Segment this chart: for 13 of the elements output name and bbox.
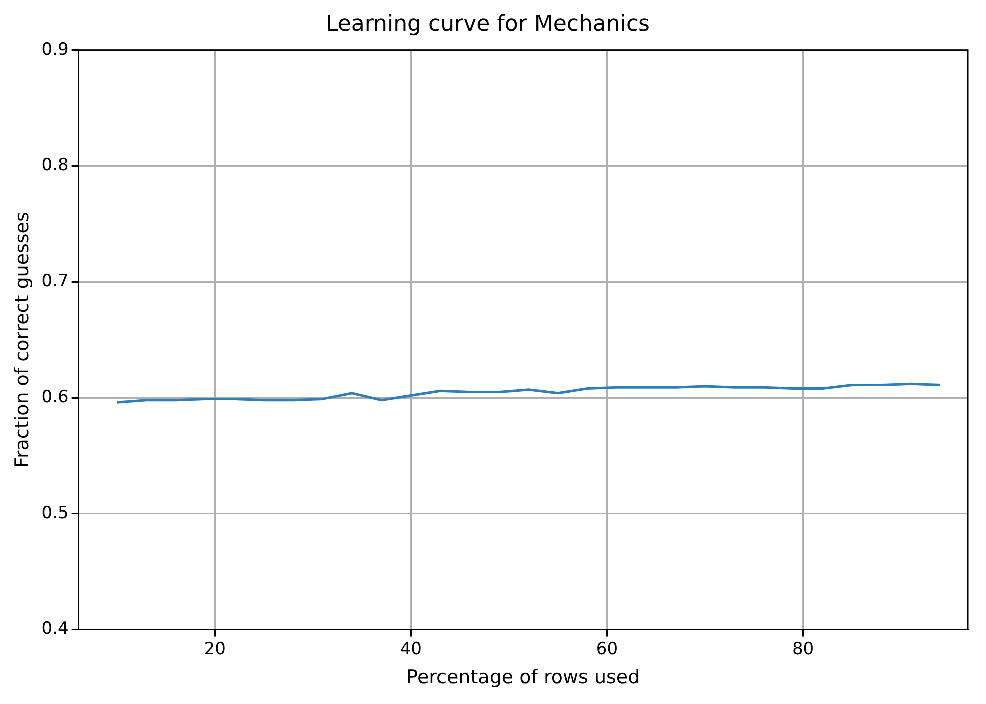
y-tick-label: 0.8 <box>42 156 69 176</box>
y-tick-label: 0.9 <box>42 40 69 60</box>
y-axis-title: Fraction of correct guesses <box>11 212 34 468</box>
chart-title: Learning curve for Mechanics <box>326 12 650 37</box>
y-tick-label: 0.5 <box>42 503 69 524</box>
y-tick-label: 0.4 <box>42 619 69 640</box>
y-tick-label: 0.6 <box>42 387 69 408</box>
y-tick-label: 0.7 <box>42 272 69 292</box>
x-tick-label: 20 <box>204 639 226 660</box>
x-tick-label: 60 <box>596 639 618 660</box>
x-axis-title: Percentage of rows used <box>406 666 640 689</box>
x-tick-label: 80 <box>792 639 814 660</box>
x-tick-label: 40 <box>400 639 422 660</box>
